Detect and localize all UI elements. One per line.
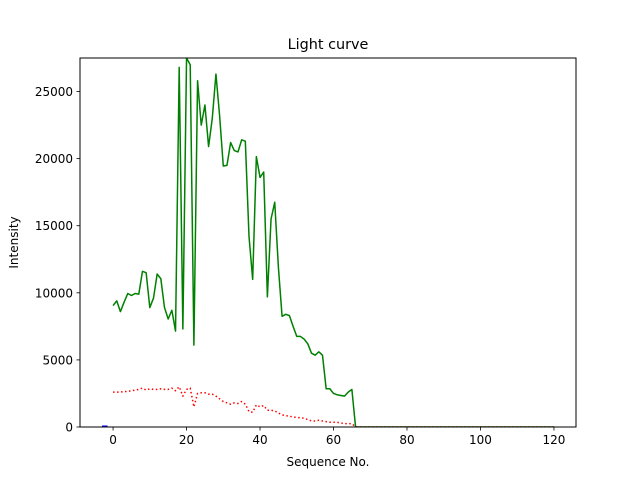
x-tick-label: 0 xyxy=(109,433,117,447)
chart-title: Light curve xyxy=(288,37,369,53)
series-line-1 xyxy=(112,58,554,427)
y-tick-label: 10000 xyxy=(35,286,73,300)
y-tick-label: 15000 xyxy=(35,219,73,233)
x-tick-label: 60 xyxy=(326,433,341,447)
y-tick-label: 0 xyxy=(65,421,73,435)
y-tick-label: 5000 xyxy=(42,353,73,367)
y-tick-label: 20000 xyxy=(35,152,73,166)
plot-area xyxy=(80,58,576,427)
x-tick-label: 40 xyxy=(252,433,267,447)
x-tick-label: 20 xyxy=(179,433,194,447)
axes-background xyxy=(80,58,576,427)
x-tick-label: 80 xyxy=(399,433,414,447)
y-tick-label: 25000 xyxy=(35,85,73,99)
series-layer xyxy=(102,58,554,427)
y-axis-label: Intensity xyxy=(7,216,21,268)
x-axis-label: Sequence No. xyxy=(287,455,370,469)
y-axis: 0 5000 10000 15000 20000 25000 xyxy=(35,85,80,435)
x-tick-label: 120 xyxy=(543,433,566,447)
x-axis: 0 20 40 60 80 100 120 xyxy=(109,427,565,447)
axes-frame xyxy=(79,57,577,428)
x-tick-label: 100 xyxy=(469,433,492,447)
